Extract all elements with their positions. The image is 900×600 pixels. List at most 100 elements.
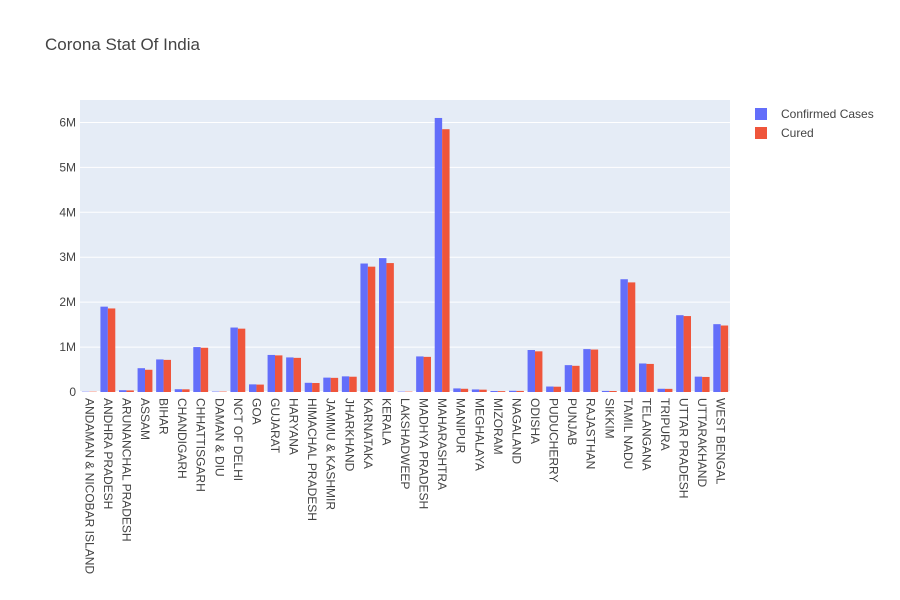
x-tick-label: MEGHALAYA xyxy=(472,398,486,471)
bar-confirmed-cases[interactable] xyxy=(416,356,424,392)
bar-cured[interactable] xyxy=(182,389,190,392)
bar-cured[interactable] xyxy=(627,282,636,392)
x-tick-label: DAMAN & DIU xyxy=(212,398,226,477)
bar-confirmed-cases[interactable] xyxy=(286,357,294,392)
bar-cured[interactable] xyxy=(386,263,394,392)
x-tick-label: UTTARAKHAND xyxy=(695,398,709,487)
bar-confirmed-cases[interactable] xyxy=(379,258,387,392)
bar-cured[interactable] xyxy=(535,351,543,392)
bar-cured[interactable] xyxy=(312,383,320,392)
bar-confirmed-cases[interactable] xyxy=(657,388,665,392)
y-tick-label: 4M xyxy=(59,205,76,219)
bar-cured[interactable] xyxy=(720,325,729,392)
x-tick-label: PUNJAB xyxy=(565,398,579,445)
bar-confirmed-cases[interactable] xyxy=(100,306,108,392)
bar-confirmed-cases[interactable] xyxy=(360,263,368,392)
x-tick-label: TELANGANA xyxy=(639,398,653,471)
x-tick-label: CHHATTISGARH xyxy=(194,398,208,492)
bar-cured[interactable] xyxy=(293,357,301,392)
x-tick-label: NCT OF DELHI xyxy=(231,398,245,481)
x-tick-label: WEST BENGAL xyxy=(714,398,728,485)
bar-confirmed-cases[interactable] xyxy=(509,390,517,392)
x-tick-label: JHARKHAND xyxy=(342,398,356,472)
y-tick-label: 3M xyxy=(59,250,76,264)
bar-cured[interactable] xyxy=(163,359,171,392)
bar-confirmed-cases[interactable] xyxy=(490,391,498,392)
bar-cured[interactable] xyxy=(702,376,710,392)
bar-confirmed-cases[interactable] xyxy=(713,324,721,392)
bar-confirmed-cases[interactable] xyxy=(639,363,647,392)
bar-confirmed-cases[interactable] xyxy=(304,382,313,392)
x-tick-label: MIZORAM xyxy=(491,398,505,455)
x-axis-ticks: ANDAMAN & NICOBAR ISLAND ANDHRA PRADESH AR… xyxy=(82,398,727,574)
bar-cured[interactable] xyxy=(126,390,134,392)
bar-cured[interactable] xyxy=(442,129,450,392)
x-tick-label: TAMIL NADU xyxy=(621,398,635,469)
bar-cured[interactable] xyxy=(275,355,283,392)
bar-confirmed-cases[interactable] xyxy=(546,386,554,392)
bar-confirmed-cases[interactable] xyxy=(527,349,535,392)
bar-confirmed-cases[interactable] xyxy=(620,279,628,392)
x-tick-label: GUJARAT xyxy=(268,398,282,454)
bar-cured[interactable] xyxy=(497,391,506,392)
y-tick-label: 1M xyxy=(59,340,76,354)
bar-cured[interactable] xyxy=(683,316,691,392)
y-tick-label: 0 xyxy=(69,385,76,399)
bar-cured[interactable] xyxy=(423,356,431,392)
bar-cured[interactable] xyxy=(553,386,561,392)
bar-cured[interactable] xyxy=(145,369,153,392)
legend-swatch xyxy=(755,108,767,120)
bar-cured[interactable] xyxy=(256,384,264,392)
x-tick-label: ASSAM xyxy=(138,398,152,440)
bar-confirmed-cases[interactable] xyxy=(267,354,275,392)
bars xyxy=(81,117,729,392)
legend-item-cured[interactable]: Cured xyxy=(755,126,814,140)
bar-cured[interactable] xyxy=(516,390,524,392)
x-tick-label: RAJASTHAN xyxy=(584,398,598,469)
bar-confirmed-cases[interactable] xyxy=(230,327,238,392)
legend-label: Confirmed Cases xyxy=(781,107,874,121)
bar-confirmed-cases[interactable] xyxy=(249,384,257,392)
bar-confirmed-cases[interactable] xyxy=(601,390,610,392)
bar-confirmed-cases[interactable] xyxy=(156,359,164,392)
bar-cured[interactable] xyxy=(665,388,673,392)
bar-confirmed-cases[interactable] xyxy=(137,368,145,392)
bar-confirmed-cases[interactable] xyxy=(434,117,443,392)
x-tick-label: KARNATAKA xyxy=(361,398,375,469)
bar-cured[interactable] xyxy=(237,328,246,392)
bar-cured[interactable] xyxy=(609,391,617,392)
bar-cured[interactable] xyxy=(200,347,209,392)
bar-confirmed-cases[interactable] xyxy=(564,365,573,392)
y-axis-ticks: 0 1M 2M 3M 4M 5M 6M xyxy=(59,115,76,399)
bar-confirmed-cases[interactable] xyxy=(341,376,350,392)
bar-cured[interactable] xyxy=(590,349,599,392)
bar-confirmed-cases[interactable] xyxy=(323,377,331,392)
bar-confirmed-cases[interactable] xyxy=(119,390,127,392)
bar-confirmed-cases[interactable] xyxy=(471,389,480,392)
bar-confirmed-cases[interactable] xyxy=(583,349,591,392)
x-tick-label: TRIPURA xyxy=(658,398,672,451)
x-tick-label: MANIPUR xyxy=(454,398,468,454)
bar-confirmed-cases[interactable] xyxy=(453,388,461,392)
bar-confirmed-cases[interactable] xyxy=(193,347,201,392)
x-tick-label: BIHAR xyxy=(157,398,171,435)
bar-cured[interactable] xyxy=(460,388,469,392)
x-tick-label: HARYANA xyxy=(287,398,301,455)
x-tick-label: ANDHRA PRADESH xyxy=(101,398,115,509)
legend-item-confirmed-cases[interactable]: Confirmed Cases xyxy=(755,107,874,121)
bar-cured[interactable] xyxy=(330,377,339,392)
bar-cured[interactable] xyxy=(572,365,580,392)
bar-confirmed-cases[interactable] xyxy=(676,315,684,392)
bar-cured[interactable] xyxy=(349,376,357,392)
legend[interactable]: Confirmed Cases Cured xyxy=(755,107,874,140)
x-tick-label: NAGALAND xyxy=(509,398,523,464)
bar-cured[interactable] xyxy=(646,363,654,392)
x-tick-label: UTTAR PRADESH xyxy=(677,398,691,498)
bar-cured[interactable] xyxy=(367,266,376,392)
bar-confirmed-cases[interactable] xyxy=(694,376,703,392)
bar-cured[interactable] xyxy=(479,389,487,392)
x-tick-label: KERALA xyxy=(379,398,393,445)
bar-cured[interactable] xyxy=(107,308,116,392)
bar-confirmed-cases[interactable] xyxy=(174,389,183,392)
